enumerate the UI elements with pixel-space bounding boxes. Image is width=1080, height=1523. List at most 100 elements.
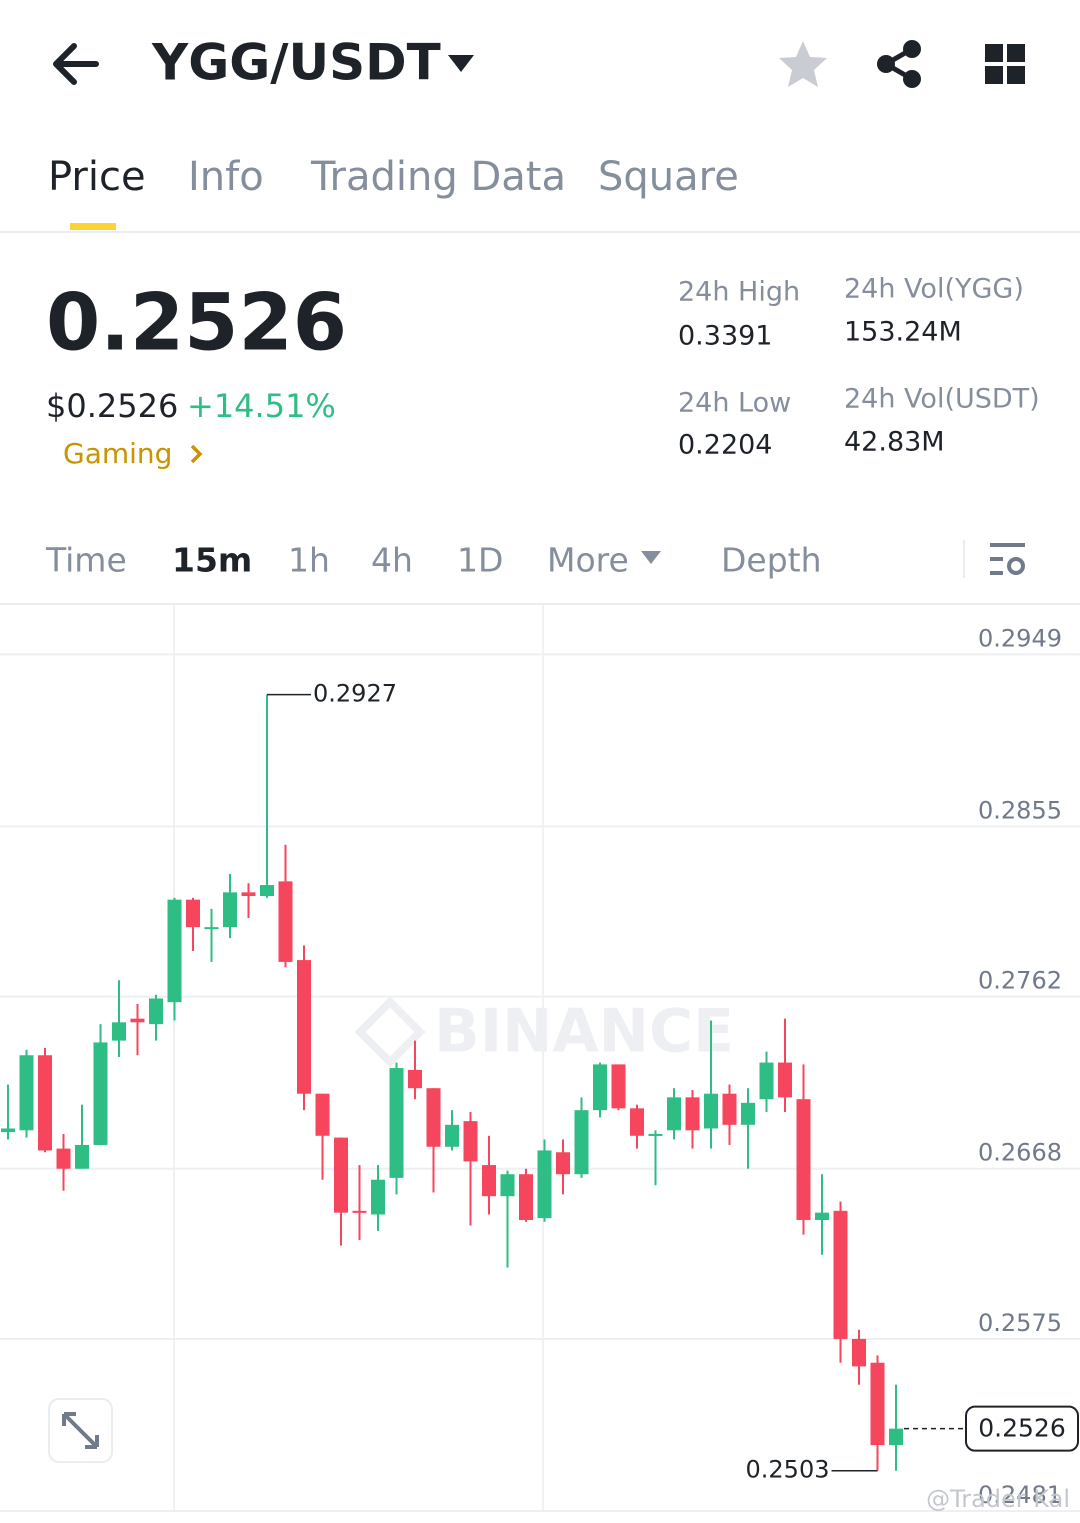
tab[interactable]: Square xyxy=(598,154,739,200)
watermark: BINANCE xyxy=(434,997,734,1067)
favorite-star[interactable] xyxy=(779,41,827,87)
share-dot xyxy=(903,40,921,58)
usd-price: $0.2526 xyxy=(46,387,178,425)
interval[interactable]: 1D xyxy=(457,541,503,580)
candle-body xyxy=(112,1022,126,1041)
stat-label: 24h Low xyxy=(678,388,791,419)
y-tick-label: 0.2668 xyxy=(978,1139,1062,1167)
pair-title[interactable]: YGG/USDT xyxy=(151,34,441,92)
candle-body xyxy=(426,1088,441,1147)
candle-body xyxy=(870,1362,885,1446)
candle-body xyxy=(56,1148,71,1169)
candle-body xyxy=(334,1137,348,1213)
high-label: 0.2927 xyxy=(313,680,397,708)
candle-body xyxy=(519,1174,533,1220)
candle-body xyxy=(537,1150,552,1219)
candle-body xyxy=(611,1064,626,1109)
candle-body xyxy=(833,1210,848,1339)
chart-settings[interactable] xyxy=(990,543,1025,575)
candle-body xyxy=(19,1055,34,1131)
more-dropdown[interactable] xyxy=(641,551,661,564)
pair-dropdown[interactable] xyxy=(448,55,474,72)
grid-square xyxy=(985,44,1003,62)
stat-value: 42.83M xyxy=(844,427,945,458)
candle-body xyxy=(278,881,293,962)
candle-body xyxy=(778,1062,792,1098)
candle-body xyxy=(482,1165,496,1197)
interval[interactable]: More xyxy=(547,541,629,580)
y-tick-label: 0.2949 xyxy=(978,624,1062,652)
expand-icon xyxy=(62,1412,99,1449)
candle-body xyxy=(889,1428,903,1446)
candle-body xyxy=(685,1097,700,1131)
last-price-label: 0.2526 xyxy=(978,1414,1065,1443)
candle-body xyxy=(352,1210,367,1213)
share-dot xyxy=(877,55,895,73)
grid-square xyxy=(1007,44,1025,62)
candle-body xyxy=(445,1124,459,1147)
candle-body xyxy=(130,1018,145,1023)
y-tick-label: 0.2762 xyxy=(978,967,1062,995)
candle-body xyxy=(38,1055,52,1151)
tab[interactable]: Trading Data xyxy=(310,154,566,200)
candle-body xyxy=(463,1121,478,1162)
sector-chevron xyxy=(190,444,203,464)
candle-body xyxy=(93,1042,108,1145)
candle-body xyxy=(648,1133,663,1136)
share-dot xyxy=(903,70,921,88)
last-price: 0.2526 xyxy=(46,278,347,368)
candle-body xyxy=(204,927,219,930)
candle-body xyxy=(593,1064,607,1111)
candle-body xyxy=(389,1068,404,1178)
interval[interactable]: Depth xyxy=(721,541,822,580)
tab[interactable]: Price xyxy=(48,154,146,200)
candle-body xyxy=(759,1062,774,1100)
candle-body xyxy=(241,892,256,897)
candle-body xyxy=(186,899,200,928)
stat-label: 24h Vol(YGG) xyxy=(844,274,1024,305)
candle-body xyxy=(630,1108,644,1136)
candle-body xyxy=(1,1128,15,1133)
candle-body xyxy=(852,1338,866,1367)
candle-body xyxy=(815,1212,829,1220)
interval[interactable]: Time xyxy=(45,541,127,580)
candle-body xyxy=(408,1069,422,1089)
candle-body xyxy=(741,1102,755,1125)
stat-value: 153.24M xyxy=(844,317,962,348)
candle-body xyxy=(371,1179,385,1215)
grid-menu-button[interactable] xyxy=(985,44,1025,84)
grid-square xyxy=(1007,66,1025,84)
y-tick-label: 0.2481 xyxy=(978,1481,1062,1509)
interval[interactable]: 4h xyxy=(371,541,413,580)
stat-label: 24h High xyxy=(678,277,800,308)
candle-body xyxy=(796,1099,811,1220)
y-tick-label: 0.2575 xyxy=(978,1309,1062,1337)
watermark-logo xyxy=(354,996,426,1068)
user-watermark: @Trader Kal xyxy=(926,1485,1070,1513)
candle-body xyxy=(75,1144,89,1169)
expand-button[interactable] xyxy=(48,1398,113,1463)
tab[interactable]: Info xyxy=(188,154,264,200)
candle-body xyxy=(315,1093,330,1136)
y-tick-label: 0.2855 xyxy=(978,796,1062,824)
grid-square xyxy=(985,66,1003,84)
sector-tag[interactable]: Gaming xyxy=(63,437,172,470)
active-tab-indicator xyxy=(70,223,116,230)
candle-body xyxy=(556,1152,570,1175)
back-button[interactable] xyxy=(53,43,99,85)
back-arrow xyxy=(53,43,99,85)
candle-body xyxy=(667,1097,681,1131)
candle-body xyxy=(574,1110,589,1175)
stat-value: 0.3391 xyxy=(678,321,772,352)
candlestick-chart: 0.2949 0.2855 0.2762 0.2668 0.2575 0.2481 0.29… xyxy=(0,624,1080,1512)
share-button[interactable] xyxy=(877,40,921,88)
interval[interactable]: 1h xyxy=(288,541,330,580)
candle-body xyxy=(704,1093,718,1129)
low-label: 0.2503 xyxy=(746,1456,830,1484)
interval[interactable]: 15m xyxy=(172,541,252,580)
candle-body xyxy=(297,960,311,1094)
candle-body xyxy=(149,998,163,1025)
last-price-box xyxy=(965,1405,1079,1452)
